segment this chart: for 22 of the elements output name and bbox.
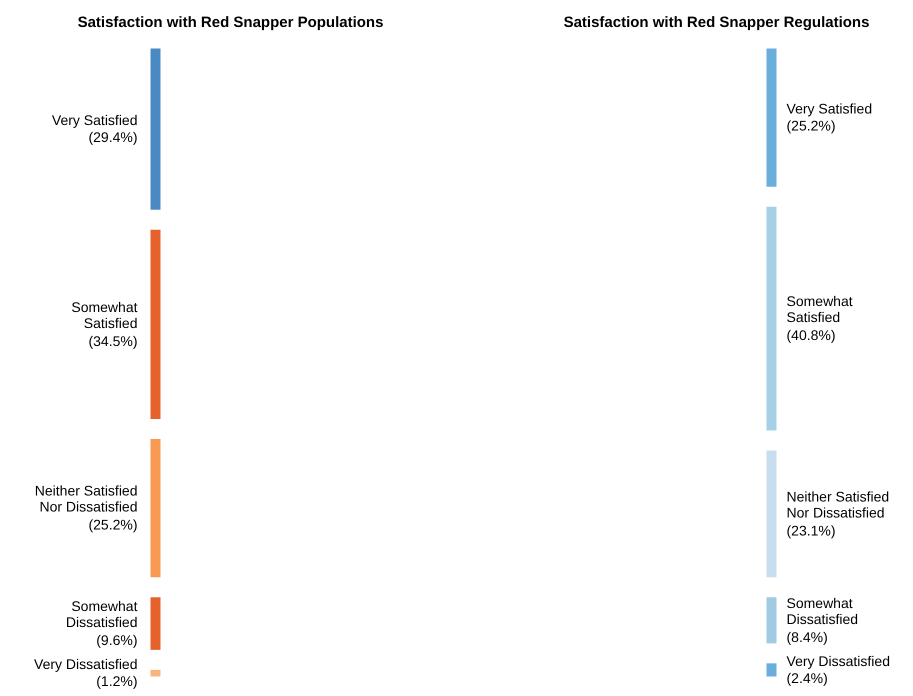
category-label: Somewhat Dissatisfied xyxy=(786,594,858,627)
category-label: Neither Satisfied Nor Dissatisfied xyxy=(786,488,890,520)
data-label: (8.4%) xyxy=(786,628,828,645)
category-label: Somewhat Dissatisfied xyxy=(66,598,138,630)
category-label: Very Dissatisfied xyxy=(786,652,890,669)
category-label: Very Satisfied xyxy=(52,112,138,128)
text: Satisfaction with Red Snapper Populations xyxy=(78,14,384,31)
text: Satisfaction with Red Snapper Regulations xyxy=(564,14,870,31)
category-label: Somewhat Satisfied xyxy=(71,298,138,331)
data-label: (34.5%) xyxy=(88,332,138,349)
category-label: Very Dissatisfied xyxy=(34,656,138,672)
data-label: (29.4%) xyxy=(88,129,138,146)
category-label: Very Satisfied xyxy=(786,100,872,117)
data-label: (40.8%) xyxy=(786,327,836,344)
category-label: Somewhat Satisfied xyxy=(786,293,853,326)
data-label: (23.1%) xyxy=(786,522,836,538)
data-label: (25.2%) xyxy=(88,516,138,533)
category-label: Neither Satisfied Nor Dissatisfied xyxy=(34,482,138,515)
data-label: (1.2%) xyxy=(96,673,138,690)
data-label: (2.4%) xyxy=(786,670,828,686)
data-label: (9.6%) xyxy=(96,632,138,648)
data-label: (25.2%) xyxy=(786,118,836,134)
